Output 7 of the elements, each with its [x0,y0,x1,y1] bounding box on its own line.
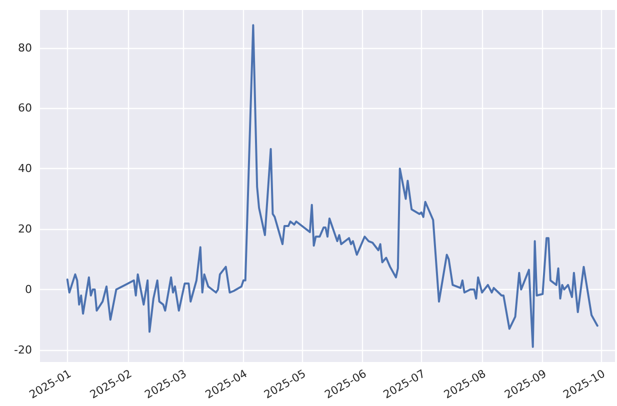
y-tick-label: 20 [18,222,32,236]
y-tick-label: -20 [14,343,32,356]
y-tick-label: 60 [18,102,32,115]
y-tick-label: 40 [18,162,32,176]
y-tick-label: 0 [25,282,32,296]
line-series [66,24,598,348]
y-tick-label: 80 [18,41,32,54]
